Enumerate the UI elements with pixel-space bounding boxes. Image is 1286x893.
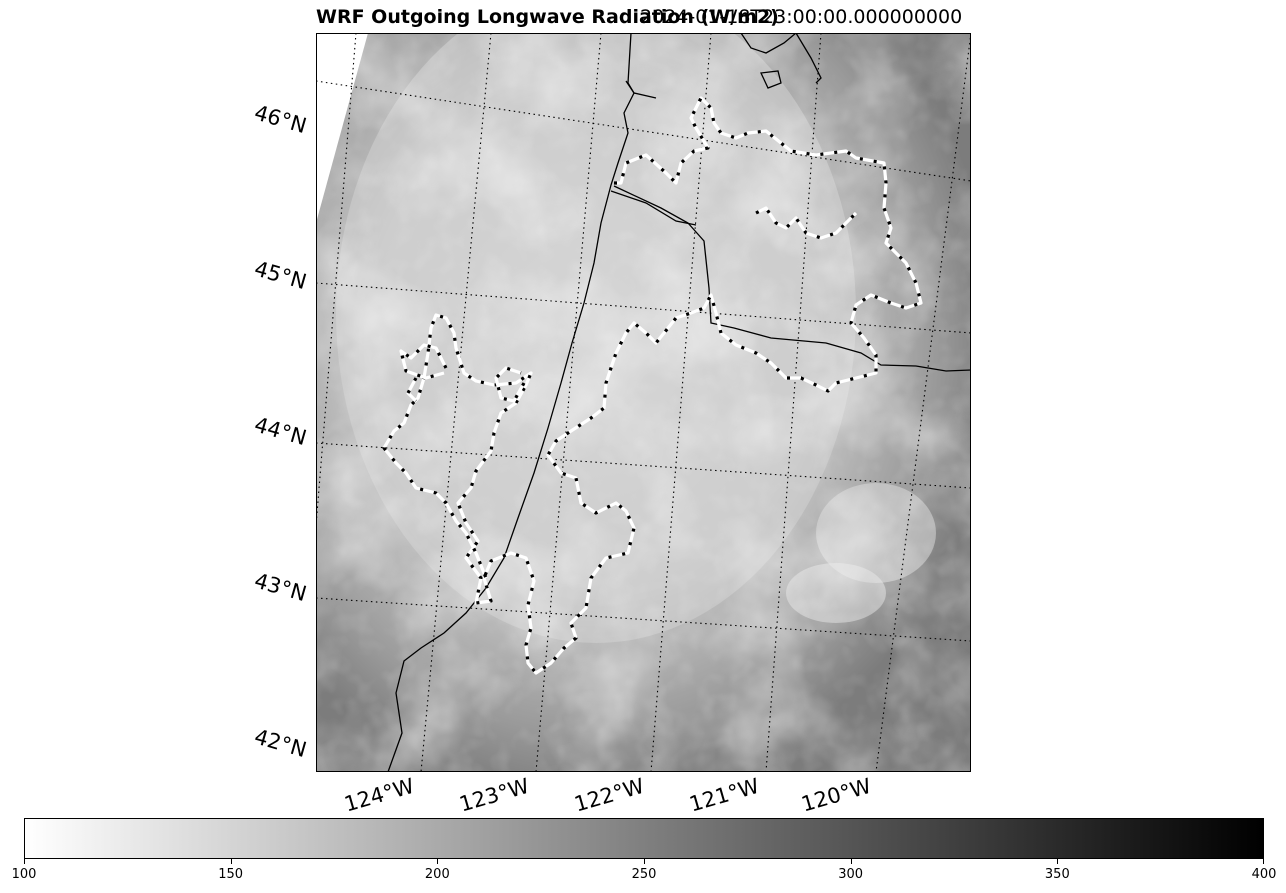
lon-label-123w: 123°W: [456, 773, 532, 817]
state-border-nw: [625, 80, 657, 99]
colorbar-tick-label: 100: [11, 867, 37, 882]
parallel-46n: [316, 80, 971, 182]
meridian-124w: [420, 33, 492, 772]
gridlines: [316, 33, 971, 772]
coastlines-borders: [387, 33, 971, 772]
meridian-120w: [875, 33, 971, 772]
colorbar-tick-label: 300: [838, 867, 864, 882]
olr-contour-small: [399, 343, 526, 403]
lon-label-120w: 120°W: [798, 773, 874, 817]
colorbar: [24, 818, 1264, 859]
lon-label-121w: 121°W: [686, 773, 762, 817]
lat-label-43n: 43°N: [251, 568, 310, 607]
map-title: WRF Outgoing Longwave Radiation (W/m2): [316, 6, 779, 28]
meridian: [316, 33, 357, 533]
colorbar-tick: [230, 859, 232, 864]
olr-contour: [382, 96, 923, 675]
lat-label-45n: 45°N: [251, 256, 310, 295]
colorbar-tick-label: 400: [1251, 867, 1277, 882]
colorbar-tick-label: 200: [424, 867, 450, 882]
colorbar-tick: [24, 859, 25, 864]
lake-outline: [740, 33, 797, 54]
border-ne: [795, 33, 822, 84]
map-timestamp: 2024-01-18T23:00:00.000000000: [640, 6, 963, 28]
coastline: [387, 33, 635, 772]
lat-label-42n: 42°N: [251, 724, 310, 763]
colorbar-tick: [1263, 859, 1264, 864]
colorbar-tick: [850, 859, 852, 864]
meridian-121w: [765, 33, 822, 772]
lake-outline: [760, 70, 782, 89]
colorbar-tick-label: 250: [631, 867, 657, 882]
river: [610, 190, 697, 226]
state-border: [613, 185, 971, 372]
colorbar-tick: [437, 859, 439, 864]
meridian-122w: [650, 33, 712, 772]
colorbar-tick-label: 350: [1044, 867, 1070, 882]
lon-label-124w: 124°W: [341, 773, 417, 817]
colorbar-tick: [1057, 859, 1059, 864]
colorbar-tick-label: 150: [218, 867, 244, 882]
no-data-region: [316, 33, 368, 223]
map-border: [316, 33, 971, 772]
lon-label-122w: 122°W: [571, 773, 647, 817]
map-plot: [316, 33, 971, 772]
meridian-123w: [535, 33, 602, 772]
lat-label-44n: 44°N: [251, 412, 310, 451]
lat-label-46n: 46°N: [251, 100, 310, 139]
colorbar-tick: [644, 859, 645, 864]
